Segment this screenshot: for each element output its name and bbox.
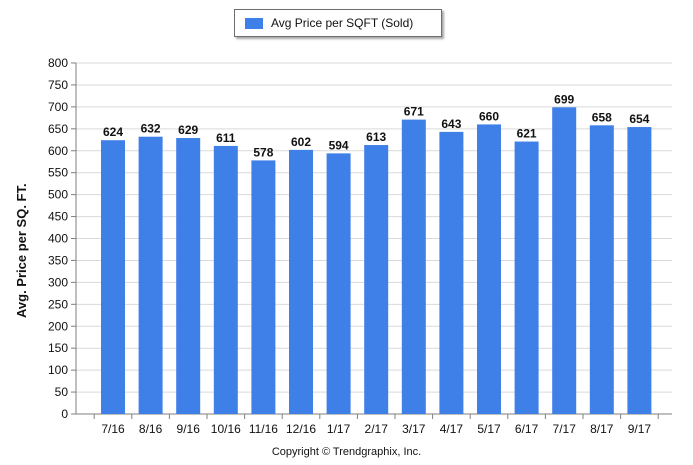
y-tick-label: 700: [48, 100, 68, 114]
bar: [627, 127, 652, 415]
x-tick-label: 11/16: [249, 422, 278, 436]
y-axis-label: Avg. Price per SQ. FT.: [14, 183, 29, 318]
x-tick-label: 7/16: [101, 422, 125, 436]
data-label: 578: [253, 145, 273, 159]
x-tick-label: 9/16: [177, 422, 201, 436]
x-tick-label: 12/16: [286, 422, 316, 436]
x-tick-label: 10/16: [211, 422, 241, 436]
bar: [289, 149, 313, 414]
y-tick-label: 450: [48, 210, 68, 224]
bar: [326, 153, 351, 414]
bar: [514, 141, 539, 414]
data-label: 654: [629, 112, 649, 126]
data-label: 594: [329, 138, 349, 152]
data-label: 671: [404, 105, 424, 119]
bar: [552, 107, 577, 414]
data-label: 611: [216, 131, 236, 145]
y-tick-label: 300: [48, 275, 68, 289]
data-label: 621: [517, 127, 537, 141]
x-tick-label: 8/17: [590, 422, 614, 436]
x-tick-label: 8/16: [139, 422, 163, 436]
y-tick-label: 50: [55, 385, 69, 399]
data-label: 624: [103, 125, 123, 139]
bar: [213, 145, 238, 414]
data-label: 629: [178, 123, 198, 137]
bar: [364, 145, 389, 414]
legend-swatch: [245, 17, 263, 29]
x-tick-label: 9/17: [628, 422, 652, 436]
y-tick-label: 650: [48, 122, 68, 136]
y-tick-label: 350: [48, 253, 68, 267]
y-tick-label: 750: [48, 78, 68, 92]
y-tick-label: 600: [48, 144, 68, 158]
data-label: 660: [479, 109, 499, 123]
y-tick-label: 250: [48, 297, 68, 311]
x-tick-label: 3/17: [402, 422, 426, 436]
y-tick-label: 200: [48, 319, 68, 333]
bar: [101, 140, 125, 414]
y-tick-label: 0: [61, 407, 68, 421]
data-label: 632: [141, 122, 161, 136]
x-tick-label: 4/17: [440, 422, 464, 436]
bar: [589, 125, 614, 415]
y-tick-label: 100: [48, 363, 68, 377]
x-tick-label: 1/17: [327, 422, 351, 436]
bar: [401, 119, 426, 414]
data-label: 643: [441, 117, 461, 131]
x-tick-label: 2/17: [365, 422, 389, 436]
x-tick-label: 7/17: [553, 422, 577, 436]
y-tick-label: 550: [48, 166, 68, 180]
bar: [138, 136, 163, 414]
y-tick-label: 400: [48, 232, 68, 246]
copyright-text: Copyright © Trendgraphix, Inc.: [271, 446, 422, 458]
data-label: 658: [592, 110, 612, 124]
legend-label: Avg Price per SQFT (Sold): [271, 16, 414, 30]
data-label: 613: [366, 130, 386, 144]
x-tick-label: 5/17: [477, 422, 501, 436]
data-label: 602: [291, 135, 311, 149]
bar: [251, 160, 276, 414]
x-tick-label: 6/17: [515, 422, 539, 436]
data-label: 699: [554, 92, 574, 106]
legend: Avg Price per SQFT (Sold): [234, 9, 442, 37]
bar: [477, 124, 501, 415]
y-tick-label: 800: [48, 56, 68, 70]
y-tick-label: 500: [48, 188, 68, 202]
y-tick-label: 150: [48, 341, 68, 355]
bar: [439, 131, 464, 415]
bar: [176, 138, 201, 414]
